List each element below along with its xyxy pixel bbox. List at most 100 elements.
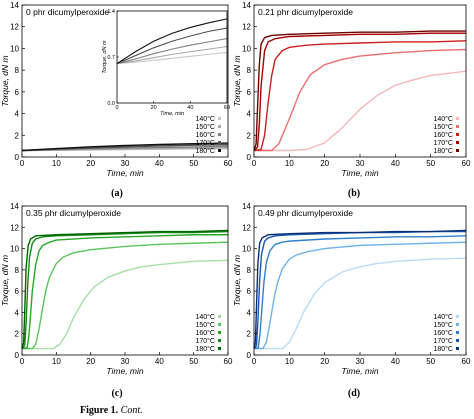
y-tick-label: 8 xyxy=(15,66,20,75)
inset-background xyxy=(117,11,227,103)
y-tick-label: 0 xyxy=(15,351,20,360)
y-tick-label: 4 xyxy=(247,110,252,119)
y-tick-label: 14 xyxy=(242,202,251,211)
legend-marker xyxy=(456,133,459,136)
chart-panel: 0 2 4 6 8 10 12 14 0 10 20 30 40 50 60 Time, min Torque,… xyxy=(232,1,471,178)
y-tick-label: 14 xyxy=(242,1,251,10)
legend-entry: 170°C xyxy=(195,139,215,147)
series-line xyxy=(22,259,229,350)
x-axis-label: Time, min xyxy=(106,366,144,376)
x-tick-label: 20 xyxy=(86,159,95,168)
x-tick-label: 40 xyxy=(155,159,164,168)
x-tick-label: 60 xyxy=(462,357,471,366)
y-tick-label: 12 xyxy=(10,23,19,32)
legend-entry: 160°C xyxy=(433,329,453,337)
y-tick-label: 2 xyxy=(15,330,20,339)
y-tick-label: 6 xyxy=(15,88,20,97)
inset-y-tick-label: 1.4 xyxy=(107,9,115,15)
x-tick-label: 50 xyxy=(189,159,198,168)
legend-marker xyxy=(218,339,221,342)
y-tick-label: 4 xyxy=(15,110,20,119)
legend-marker xyxy=(218,347,221,350)
legend-entry: 140°C xyxy=(195,115,215,123)
x-tick-label: 40 xyxy=(391,159,400,168)
x-tick-label: 10 xyxy=(52,357,61,366)
panel-label: (a) xyxy=(111,188,123,199)
legend-entry: 170°C xyxy=(433,337,453,345)
x-axis-label: Time, min xyxy=(106,168,144,178)
panel-title: 0.21 phr dicumylperoxide xyxy=(258,7,353,17)
y-tick-label: 8 xyxy=(247,266,252,275)
x-tick-label: 0 xyxy=(20,159,25,168)
legend-marker xyxy=(218,315,221,318)
y-tick-label: 8 xyxy=(15,266,20,275)
legend-marker xyxy=(456,323,459,326)
legend-entry: 170°C xyxy=(433,139,453,147)
legend-entry: 140°C xyxy=(195,313,215,321)
legend-entry: 150°C xyxy=(433,123,453,131)
series-line xyxy=(254,70,467,152)
legend-entry: 160°C xyxy=(433,131,453,139)
x-axis-label: Time, min xyxy=(341,366,379,376)
x-tick-label: 60 xyxy=(462,159,471,168)
legend-entry: 150°C xyxy=(433,321,453,329)
y-tick-label: 10 xyxy=(10,44,19,53)
legend-entry: 140°C xyxy=(433,115,453,123)
legend-marker xyxy=(218,331,221,334)
panel-label: (d) xyxy=(348,388,360,399)
legend-marker xyxy=(456,117,459,120)
x-tick-label: 50 xyxy=(189,357,198,366)
legend-marker xyxy=(456,125,459,128)
y-tick-label: 0 xyxy=(247,351,252,360)
panel-label: (c) xyxy=(111,388,122,399)
y-tick-label: 8 xyxy=(247,66,252,75)
inset-x-tick-label: 60 xyxy=(224,105,230,111)
legend-marker xyxy=(218,323,221,326)
legend-marker xyxy=(218,149,221,152)
y-tick-label: 2 xyxy=(247,131,252,140)
y-axis-label: Torque, dN m xyxy=(0,255,10,306)
y-tick-label: 4 xyxy=(247,308,252,317)
inset-x-tick-label: 0 xyxy=(115,105,118,111)
y-tick-label: 10 xyxy=(10,245,19,254)
legend-marker xyxy=(456,315,459,318)
y-tick-label: 10 xyxy=(242,44,251,53)
series-line xyxy=(254,48,467,152)
inset-x-tick-label: 20 xyxy=(151,105,157,111)
panel-title: 0.35 phr dicumylperoxide xyxy=(26,208,121,218)
x-tick-label: 0 xyxy=(20,357,25,366)
series-line xyxy=(253,40,467,152)
y-tick-label: 6 xyxy=(247,287,252,296)
series-line xyxy=(22,241,229,350)
y-tick-label: 12 xyxy=(10,223,19,232)
x-tick-label: 40 xyxy=(391,357,400,366)
legend-entry: 180°C xyxy=(433,147,453,155)
x-tick-label: 10 xyxy=(285,357,294,366)
chart-panel: 0 2 4 6 8 10 12 14 0 10 20 30 40 50 60 Time, min Torque,… xyxy=(0,202,233,376)
y-tick-label: 0 xyxy=(15,153,20,162)
series-line xyxy=(253,230,466,350)
series-line xyxy=(21,229,229,349)
y-tick-label: 2 xyxy=(247,330,252,339)
x-tick-label: 0 xyxy=(252,159,257,168)
x-tick-label: 20 xyxy=(320,159,329,168)
x-tick-label: 0 xyxy=(252,357,257,366)
x-tick-label: 40 xyxy=(155,357,164,366)
legend-marker xyxy=(218,125,221,128)
x-tick-label: 50 xyxy=(426,357,435,366)
series-line xyxy=(21,230,229,350)
series-line xyxy=(21,142,229,152)
legend-marker xyxy=(456,141,459,144)
x-tick-label: 60 xyxy=(224,159,233,168)
panel-title: 0 phr dicumylperoxide xyxy=(26,7,109,17)
x-tick-label: 30 xyxy=(121,159,130,168)
legend-marker xyxy=(456,149,459,152)
caption-suffix: Cont. xyxy=(120,405,143,416)
x-tick-label: 60 xyxy=(224,357,233,366)
series-line xyxy=(254,257,467,350)
legend-entry: 140°C xyxy=(433,313,453,321)
legend-entry: 150°C xyxy=(195,123,215,131)
legend-entry: 150°C xyxy=(195,321,215,329)
chart-panel: 0 2 4 6 8 10 12 14 0 10 20 30 40 50 60 Time, min Torque,… xyxy=(232,202,471,376)
